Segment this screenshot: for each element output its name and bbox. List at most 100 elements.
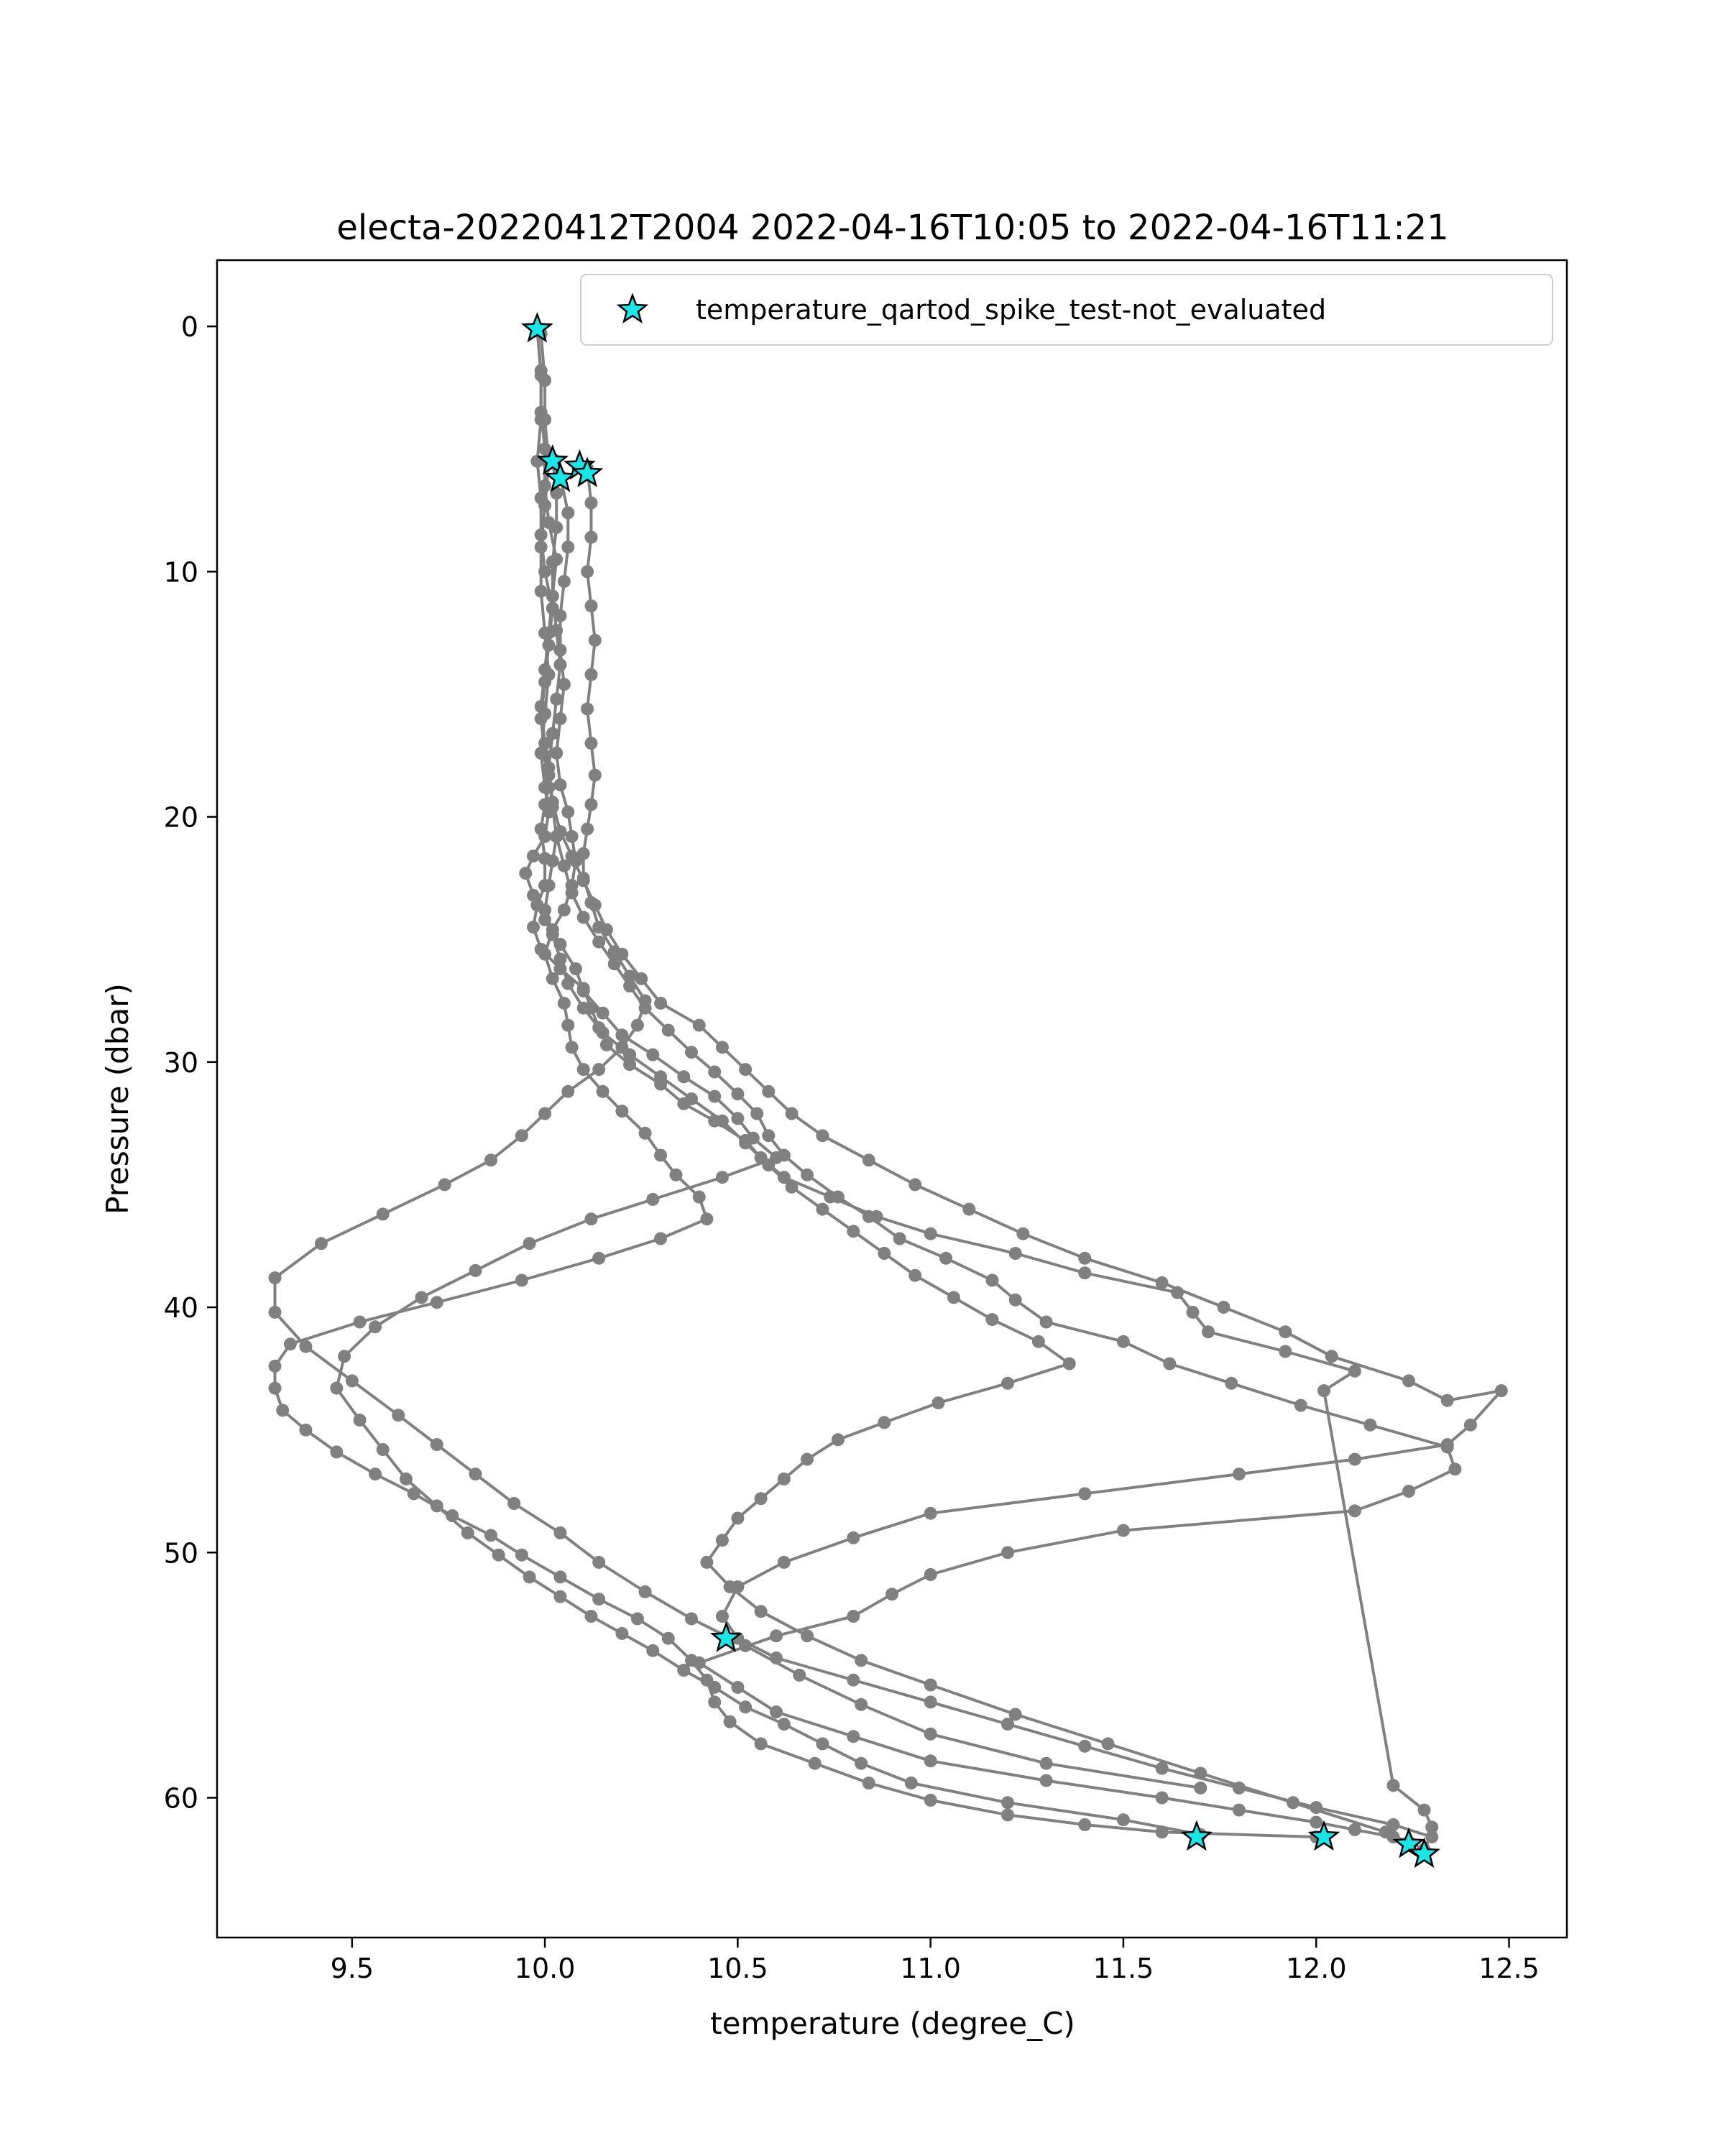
data-point bbox=[715, 1534, 729, 1547]
data-point bbox=[754, 1737, 768, 1751]
data-point bbox=[330, 1381, 344, 1395]
data-point bbox=[692, 1018, 706, 1032]
data-point bbox=[908, 1178, 922, 1192]
data-point bbox=[638, 994, 652, 1008]
data-point bbox=[576, 847, 590, 860]
data-point bbox=[886, 1588, 898, 1601]
data-point bbox=[816, 1129, 829, 1143]
data-point bbox=[369, 1320, 382, 1334]
data-point bbox=[762, 1158, 776, 1172]
data-point bbox=[1062, 1357, 1076, 1370]
data-point bbox=[615, 947, 629, 961]
data-point bbox=[1078, 1739, 1092, 1753]
data-point bbox=[623, 1048, 637, 1061]
data-point bbox=[878, 1247, 891, 1260]
data-point bbox=[565, 849, 579, 863]
data-point bbox=[592, 935, 606, 949]
data-point bbox=[515, 1273, 528, 1287]
data-point bbox=[538, 499, 552, 512]
data-point bbox=[1016, 1227, 1030, 1240]
data-point bbox=[1008, 1247, 1022, 1260]
data-point bbox=[596, 1084, 610, 1098]
data-point bbox=[762, 1084, 776, 1098]
data-point bbox=[1008, 1708, 1022, 1721]
y-tick-label: 20 bbox=[164, 802, 198, 834]
y-tick-label: 30 bbox=[164, 1047, 198, 1079]
data-point bbox=[847, 1730, 860, 1743]
data-point bbox=[770, 1651, 783, 1664]
data-point bbox=[542, 761, 556, 775]
x-axis-label: temperature (degree_C) bbox=[710, 2006, 1075, 2041]
flagged-star bbox=[1307, 1820, 1340, 1851]
data-point bbox=[565, 1041, 579, 1054]
data-point bbox=[1317, 1384, 1330, 1398]
y-tick-label: 10 bbox=[164, 556, 198, 588]
data-point bbox=[596, 1026, 610, 1039]
data-point bbox=[985, 1313, 999, 1327]
data-point bbox=[538, 947, 552, 961]
data-point bbox=[1348, 1452, 1361, 1466]
data-point bbox=[754, 1605, 768, 1618]
data-point bbox=[542, 879, 556, 893]
data-point bbox=[646, 1644, 660, 1657]
data-point bbox=[708, 1695, 722, 1709]
data-point bbox=[615, 1626, 629, 1640]
data-point bbox=[723, 1580, 737, 1593]
data-point bbox=[962, 1202, 976, 1216]
data-point bbox=[630, 1018, 644, 1032]
data-point bbox=[557, 575, 571, 588]
data-point bbox=[715, 1610, 729, 1623]
data-point bbox=[623, 1058, 637, 1072]
data-point bbox=[855, 1756, 868, 1770]
data-point bbox=[276, 1404, 290, 1417]
data-point bbox=[1039, 1315, 1053, 1329]
data-point bbox=[538, 413, 552, 426]
data-point bbox=[1294, 1399, 1307, 1412]
data-point bbox=[519, 867, 533, 880]
x-tick-label: 10.5 bbox=[707, 1953, 768, 1984]
data-point bbox=[484, 1529, 497, 1542]
data-point bbox=[924, 1227, 937, 1240]
series-5 bbox=[268, 462, 1208, 1795]
data-point bbox=[700, 1555, 714, 1569]
data-point bbox=[376, 1207, 390, 1221]
data-point bbox=[615, 1105, 629, 1118]
data-point bbox=[777, 1555, 791, 1569]
data-point bbox=[739, 1063, 753, 1077]
legend-label: temperature_qartod_spike_test-not_evalua… bbox=[696, 294, 1326, 326]
data-point bbox=[924, 1727, 937, 1741]
data-point bbox=[596, 1006, 610, 1020]
data-point bbox=[550, 829, 564, 843]
legend-star bbox=[616, 292, 649, 324]
data-point bbox=[515, 1129, 528, 1143]
data-point bbox=[584, 599, 598, 613]
data-point bbox=[469, 1468, 482, 1481]
data-point bbox=[1078, 1487, 1092, 1501]
data-point bbox=[553, 712, 567, 726]
flagged-star bbox=[520, 311, 553, 343]
flagged-star bbox=[1392, 1827, 1425, 1858]
data-point bbox=[908, 1268, 922, 1282]
data-point bbox=[862, 1210, 875, 1223]
data-point bbox=[661, 1631, 675, 1645]
data-point bbox=[731, 1087, 745, 1101]
data-point bbox=[924, 1568, 937, 1581]
data-point bbox=[581, 822, 594, 836]
data-point bbox=[430, 1296, 443, 1309]
data-point bbox=[565, 829, 579, 843]
data-point bbox=[588, 768, 602, 782]
data-point bbox=[553, 609, 567, 622]
data-point bbox=[777, 1472, 791, 1485]
flagged-star bbox=[709, 1621, 742, 1652]
data-point bbox=[1039, 1774, 1053, 1787]
data-point bbox=[345, 1374, 359, 1388]
data-point bbox=[801, 1629, 814, 1643]
data-point bbox=[924, 1754, 937, 1768]
data-point bbox=[314, 1237, 328, 1250]
data-point bbox=[1031, 1335, 1045, 1348]
data-point bbox=[831, 1433, 845, 1447]
data-point bbox=[546, 972, 559, 985]
data-point bbox=[550, 624, 564, 637]
